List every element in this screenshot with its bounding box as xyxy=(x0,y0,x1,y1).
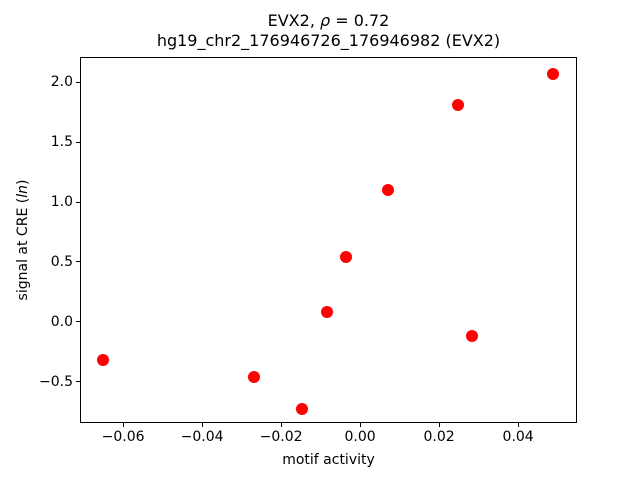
x-axis-label: motif activity xyxy=(282,452,375,468)
y-tick-mark xyxy=(76,201,80,203)
x-tick-label: 0.00 xyxy=(344,429,376,445)
x-tick-label: −0.06 xyxy=(101,429,145,445)
chart-title-line1: EVX2, ρ = 0.72 xyxy=(80,11,577,31)
title-correlation-value: = 0.72 xyxy=(330,11,390,30)
scatter-point xyxy=(546,67,559,80)
y-tick-mark xyxy=(76,81,80,83)
y-tick-mark xyxy=(76,141,80,143)
x-tick-mark xyxy=(280,423,282,427)
x-tick-label: −0.02 xyxy=(259,429,303,445)
scatter-point xyxy=(296,403,309,416)
chart-title: EVX2, ρ = 0.72 hg19_chr2_176946726_17694… xyxy=(80,11,577,51)
scatter-point xyxy=(96,354,109,367)
x-tick-label: 0.02 xyxy=(423,429,455,445)
x-tick-mark xyxy=(517,423,519,427)
y-tick-label: 0.5 xyxy=(50,253,73,270)
scatter-point xyxy=(451,99,464,112)
x-tick-mark xyxy=(438,423,440,427)
scatter-point xyxy=(339,251,352,264)
scatter-point xyxy=(248,370,261,383)
x-tick-label: 0.04 xyxy=(502,429,534,445)
y-tick-label: 1.5 xyxy=(50,134,73,151)
x-tick-mark xyxy=(359,423,361,427)
y-tick-label: 2.0 xyxy=(50,74,73,91)
x-tick-mark xyxy=(122,423,124,427)
y-tick-mark xyxy=(76,381,80,383)
y-tick-label: 1.0 xyxy=(50,194,73,211)
x-tick-mark xyxy=(201,423,203,427)
y-tick-label: 0.0 xyxy=(50,313,73,330)
scatter-point xyxy=(382,184,395,197)
scatter-point xyxy=(321,306,334,319)
title-gene: EVX2, xyxy=(267,11,320,30)
scatter-point xyxy=(465,330,478,343)
x-tick-label: −0.04 xyxy=(180,429,224,445)
y-tick-label: −0.5 xyxy=(39,373,73,390)
rho-symbol: ρ xyxy=(320,11,331,30)
chart-title-line2: hg19_chr2_176946726_176946982 (EVX2) xyxy=(156,31,501,50)
y-tick-mark xyxy=(76,261,80,263)
plot-area xyxy=(80,57,577,423)
y-tick-mark xyxy=(76,321,80,323)
